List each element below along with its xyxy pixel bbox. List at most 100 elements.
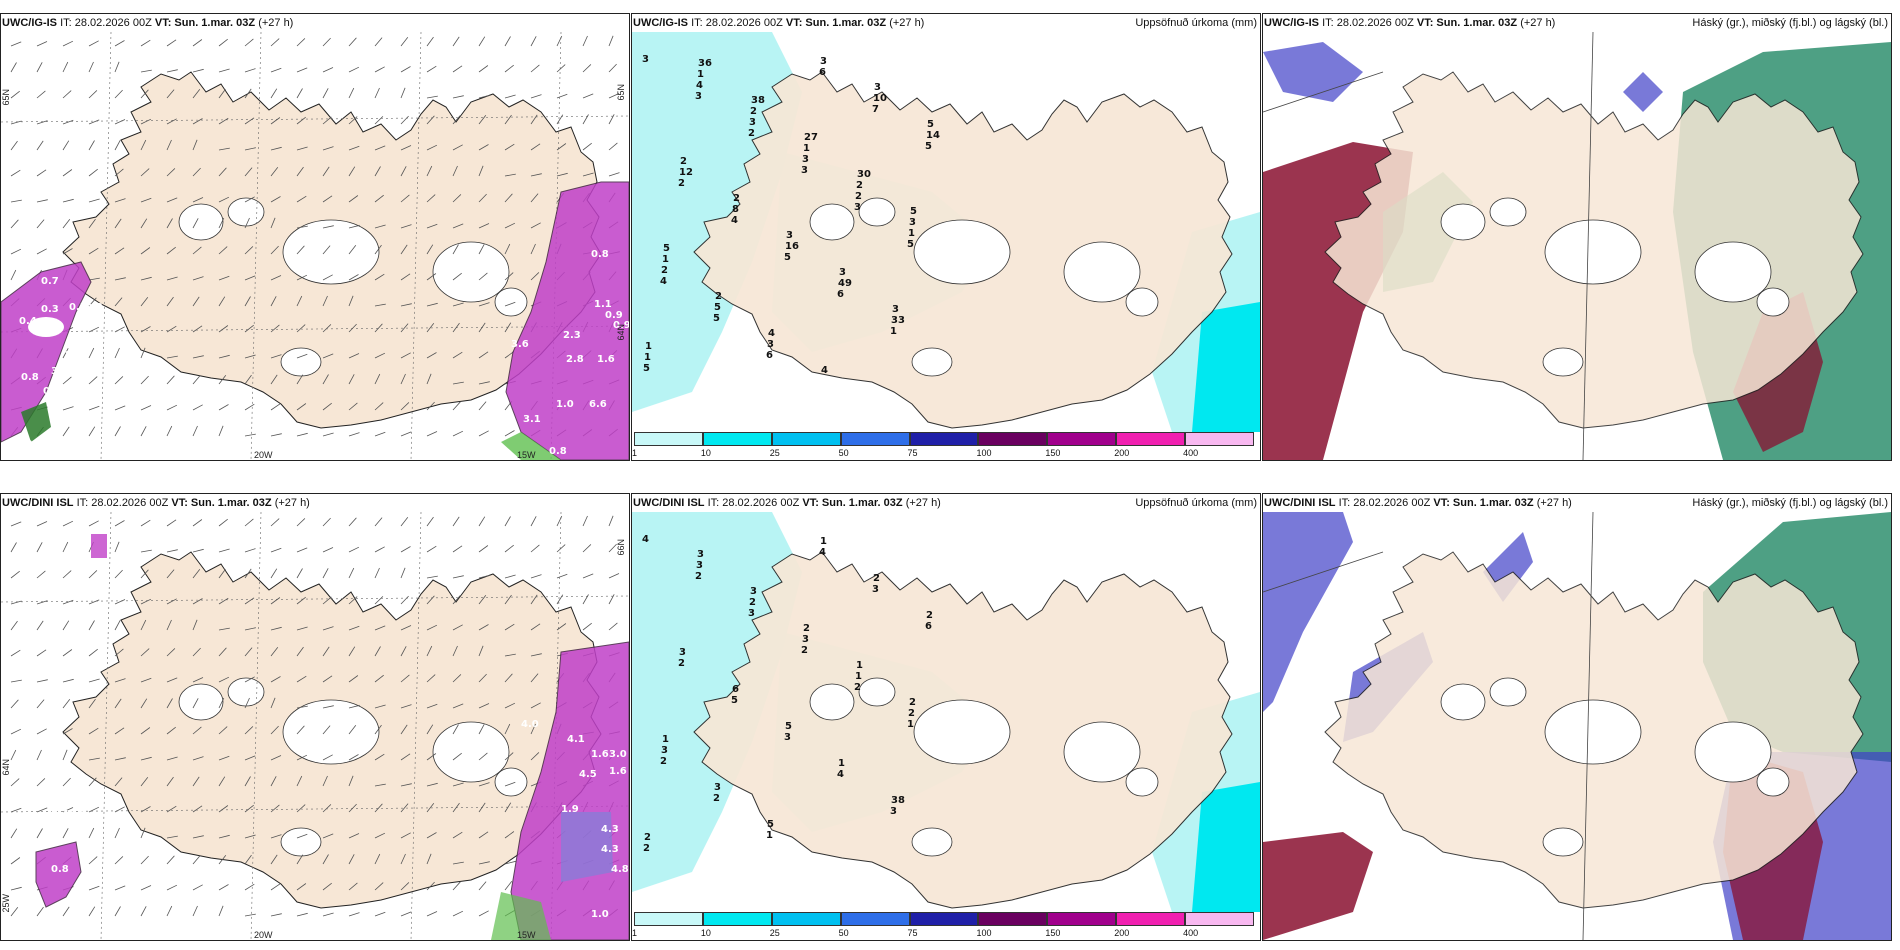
- wind-barb: [218, 325, 229, 333]
- wind-barb: [62, 406, 74, 411]
- lead-time: (+27 h): [1520, 17, 1556, 29]
- wind-barb: [114, 777, 123, 787]
- wind-barb: [10, 699, 19, 709]
- wind-barb: [166, 355, 178, 359]
- wind-barb: [244, 196, 255, 203]
- wind-barb: [478, 910, 489, 917]
- colorbar-swatch: [634, 432, 703, 446]
- wind-barb: [114, 218, 122, 229]
- colorbar-swatch: [702, 912, 772, 926]
- wind-barb: [270, 324, 280, 333]
- colorbar-tick: 100: [976, 928, 992, 938]
- wind-barb: [114, 520, 125, 527]
- wind-barb: [10, 169, 21, 177]
- wind-barb: [374, 431, 386, 437]
- wind-barb: [426, 724, 434, 735]
- wind-barb: [88, 277, 100, 281]
- panel-header: UWC/DINI ISL IT: 28.02.2026 00Z VT: Sun.…: [1263, 494, 1891, 512]
- wind-barb: [218, 117, 229, 125]
- wind-barb: [504, 143, 515, 151]
- wind-barb: [400, 882, 410, 891]
- wind-barb: [192, 425, 198, 437]
- wind-barb: [62, 348, 69, 359]
- gust-value-label: 4.5: [579, 769, 597, 780]
- wind-barb: [10, 521, 22, 527]
- wind-barb: [62, 777, 71, 787]
- precip-value-label: 5: [927, 119, 934, 130]
- wind-barb: [36, 649, 47, 657]
- wind-barb: [244, 883, 255, 891]
- wind-barb: [166, 805, 177, 813]
- model-name: UWC/IG-IS: [633, 17, 688, 29]
- precip-value-label: 4: [731, 215, 738, 226]
- wind-barb: [166, 375, 175, 385]
- colorbar-swatch: [1185, 912, 1254, 926]
- wind-barb: [140, 727, 151, 735]
- wind-barb: [218, 246, 228, 255]
- wind-barb: [114, 698, 122, 709]
- wind-barb: [400, 115, 409, 125]
- wind-barb: [244, 676, 255, 683]
- precip-value-label: 2: [713, 793, 720, 804]
- wind-barb: [530, 193, 539, 203]
- precip-value-label: 1: [645, 341, 652, 352]
- wind-barb: [218, 647, 227, 657]
- wind-barb: [244, 854, 252, 865]
- colorbar-swatch: [702, 432, 772, 446]
- wind-barb: [218, 855, 227, 865]
- wind-barb: [114, 620, 121, 631]
- precip-value-label: 3: [661, 745, 668, 756]
- wind-barb: [452, 381, 464, 385]
- wind-barb: [36, 542, 43, 553]
- glacier-outline: [494, 287, 528, 317]
- wind-barb: [244, 246, 254, 255]
- gust-value-label: 4.3: [601, 824, 619, 835]
- wind-barb: [452, 430, 464, 437]
- wind-barb: [374, 145, 386, 151]
- wind-barb: [140, 276, 152, 281]
- wind-barb: [62, 570, 72, 579]
- wind-barb: [192, 548, 204, 553]
- wind-barb: [88, 376, 98, 385]
- wind-barb: [36, 570, 46, 579]
- wind-barb: [10, 41, 22, 47]
- wind-barb: [10, 248, 22, 255]
- colorbar-tick: 200: [1114, 448, 1130, 458]
- longitude-line: [100, 512, 112, 940]
- wind-barb: [88, 777, 97, 787]
- wind-barb: [452, 401, 461, 411]
- low-cloud-area: [1263, 832, 1373, 940]
- precip-value-label: 2: [748, 128, 755, 139]
- wind-barb: [296, 116, 306, 125]
- wind-barb: [426, 194, 436, 203]
- wind-barb: [166, 855, 175, 865]
- glacier-outline: [494, 767, 528, 797]
- gust-value-label: 1.0: [591, 909, 609, 920]
- precip-value-label: 3: [679, 647, 686, 658]
- wind-barb: [608, 142, 618, 151]
- wind-barb: [192, 355, 204, 359]
- precip-value-label: 2: [661, 265, 668, 276]
- wind-barb: [166, 118, 177, 125]
- wind-barb: [348, 195, 359, 203]
- wind-barb: [582, 64, 592, 73]
- wind-barb: [88, 168, 98, 177]
- wind-barb: [270, 354, 282, 359]
- colorbar-tick: 25: [769, 448, 780, 458]
- wind-barb: [140, 405, 152, 411]
- wind-barb: [478, 545, 489, 553]
- wind-barb: [218, 275, 230, 281]
- wind-barb: [166, 884, 178, 891]
- wind-barb: [244, 296, 251, 307]
- precip-value-label: 3: [767, 339, 774, 350]
- wind-barb: [426, 373, 432, 385]
- colorbar-swatch: [909, 432, 979, 446]
- wind-barb: [244, 433, 256, 437]
- wind-barb: [296, 547, 308, 553]
- precip-value-label: 2: [803, 623, 810, 634]
- wind-barb: [322, 353, 334, 359]
- wind-barb: [478, 144, 489, 151]
- wind-barb: [608, 114, 615, 125]
- wind-barb: [530, 544, 540, 553]
- colorbar-swatch: [978, 912, 1048, 926]
